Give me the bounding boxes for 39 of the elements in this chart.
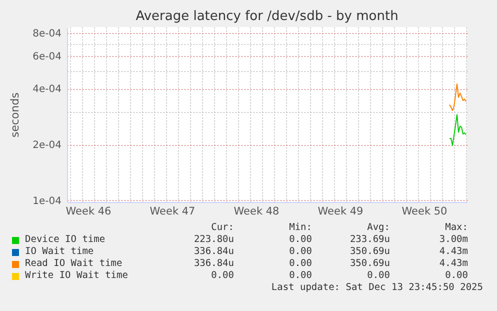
x-tick-label: Week 48: [234, 206, 280, 218]
text: 0.00: [288, 246, 312, 258]
chart-title: Average latency for /dev/sdb - by month: [136, 9, 398, 24]
text: 4.43m: [438, 246, 468, 258]
legend-label: Read IO Wait time: [25, 258, 122, 270]
line-series: [449, 83, 466, 112]
y-tick-label: 2e-04: [32, 140, 62, 152]
legend-label: Device IO time: [25, 234, 106, 246]
text: 0.00: [288, 234, 312, 246]
x-tick-label: Week 50: [402, 206, 448, 218]
text: 233.69u: [348, 234, 390, 246]
x-tick-label: Week 46: [66, 206, 112, 218]
text: 0.00: [210, 270, 234, 282]
text: 0.00: [366, 270, 390, 282]
text: 3.00m: [438, 234, 468, 246]
y-tick-label: 1e-04: [32, 196, 62, 207]
y-tick-label: 6e-04: [32, 52, 62, 63]
text: 350.69u: [348, 246, 390, 258]
text: Avg:: [366, 222, 390, 234]
text: 0.00: [444, 270, 468, 282]
text: 0.00: [288, 258, 312, 270]
x-tick-label: Week 49: [318, 206, 364, 218]
text: Cur:: [210, 222, 234, 234]
text: 350.69u: [348, 258, 390, 270]
text: Min:: [288, 222, 312, 234]
text: 0.00: [288, 270, 312, 282]
text: Last update: Sat Dec 13 23:45:50 2025: [271, 282, 483, 293]
legend-label: IO Wait time: [25, 246, 94, 258]
y-tick-label: 8e-04: [32, 28, 62, 40]
line-series: [449, 114, 466, 146]
y-axis-title: seconds: [8, 92, 22, 138]
text: 223.80u: [192, 234, 234, 246]
text: 4.43m: [438, 258, 468, 270]
legend-label: Write IO Wait time: [25, 270, 128, 282]
x-tick-label: Week 47: [150, 206, 196, 218]
text: Max:: [444, 222, 468, 234]
text: 336.84u: [192, 258, 234, 270]
text: 336.84u: [192, 246, 234, 258]
y-tick-label: 4e-04: [32, 84, 62, 96]
